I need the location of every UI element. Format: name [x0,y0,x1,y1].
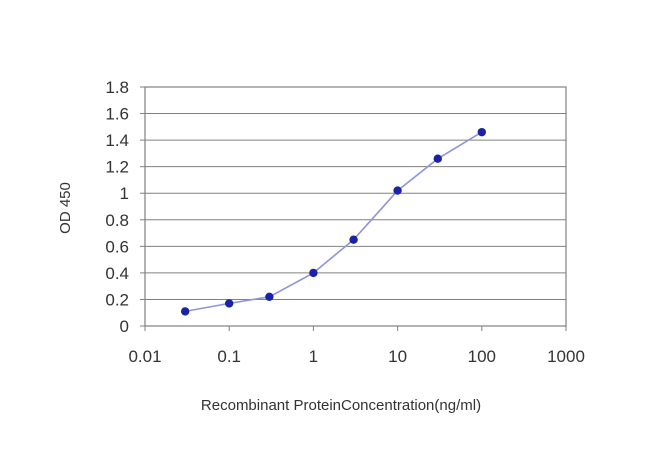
y-tick-labels: 0 0.2 0.4 0.6 0.8 1 1.2 1.4 1.6 1.8 [105,78,129,336]
y-tick-label: 1.8 [105,78,129,97]
x-tick-label: 1000 [547,347,585,366]
data-point [433,154,442,163]
data-series [180,127,486,316]
y-tick-label: 0.8 [105,211,129,230]
x-tick-label: 10 [388,347,407,366]
y-tick-label: 1.6 [105,105,129,124]
data-point [225,299,234,308]
data-point [349,235,358,244]
y-axis-title: OD 450 [57,182,74,234]
x-tick-label: 100 [468,347,496,366]
axis-ticks [140,86,567,331]
x-tick-label: 0.01 [128,347,161,366]
data-point [180,307,190,316]
y-tick-label: 1 [120,184,129,203]
series-line [185,131,483,313]
y-tick-label: 0.6 [105,237,129,256]
y-tick-label: 0 [120,317,129,336]
data-point [265,292,274,301]
data-point [309,268,318,278]
y-tick-label: 1.2 [105,158,129,177]
data-point [477,127,486,137]
x-axis-title: Recombinant ProteinConcentration(ng/ml) [201,397,481,414]
x-tick-labels: 0.01 0.1 1 10 100 1000 [128,347,584,366]
plot-area-frame [144,86,567,327]
grid-lines [145,113,566,300]
data-point [393,186,402,195]
y-tick-label: 0.4 [105,264,129,283]
x-tick-label: 0.1 [217,347,241,366]
y-tick-label: 0.2 [105,290,129,309]
y-tick-label: 1.4 [105,131,129,150]
x-tick-label: 1 [309,347,318,366]
